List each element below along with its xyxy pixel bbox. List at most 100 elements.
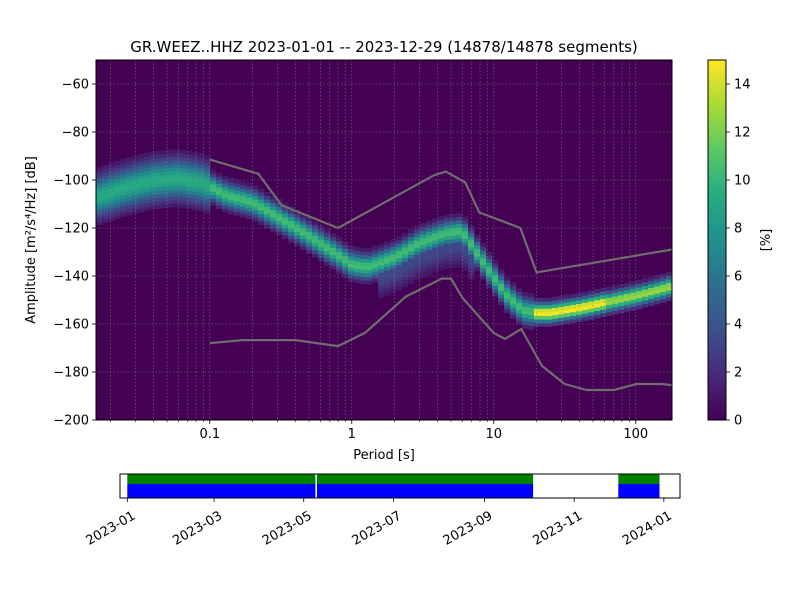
heatmap-cell: [198, 171, 205, 176]
heatmap-cell: [96, 170, 103, 175]
heatmap-cell: [294, 217, 301, 222]
heatmap-cell: [570, 304, 577, 309]
heatmap-cell: [138, 168, 145, 173]
heatmap-cell: [456, 256, 463, 261]
heatmap-cell: [366, 276, 373, 281]
x-axis: 0.1 1 10 100: [110, 420, 648, 442]
heatmap-cell: [396, 261, 403, 266]
heatmap-cell: [480, 275, 487, 280]
heatmap-cell: [138, 154, 145, 159]
heatmap-cell: [288, 238, 295, 243]
heatmap-cell: [168, 185, 175, 190]
heatmap-cell: [108, 173, 115, 178]
heatmap-cell: [156, 172, 163, 177]
heatmap-cell: [462, 252, 469, 257]
heatmap-cell: [120, 166, 127, 171]
heatmap-cell: [492, 263, 499, 268]
heatmap-cell: [180, 156, 187, 161]
heatmap-cell: [408, 268, 415, 273]
heatmap-cell: [642, 289, 649, 294]
heatmap-cell: [114, 193, 121, 198]
heatmap-cell: [528, 318, 535, 323]
heatmap-cell: [390, 271, 397, 276]
heatmap-cell: [330, 240, 337, 245]
heatmap-cell: [564, 312, 571, 317]
heatmap-cell: [636, 294, 643, 299]
heatmap-cell: [192, 184, 199, 189]
colorbar-tick-label: 14: [734, 78, 751, 93]
heatmap-cell: [228, 210, 235, 215]
heatmap-cell: [468, 265, 475, 269]
heatmap-cell: [534, 319, 541, 324]
heatmap-cell: [432, 225, 439, 230]
heatmap-cell: [204, 187, 211, 192]
heatmap-cell: [102, 215, 109, 220]
heatmap-cell: [318, 246, 325, 251]
heatmap-cell: [108, 162, 115, 167]
heatmap-cell: [402, 283, 409, 288]
heatmap-cell: [408, 232, 415, 237]
heatmap-cell: [426, 235, 433, 240]
heatmap-cell: [120, 162, 127, 167]
heatmap-cell: [174, 174, 181, 179]
heatmap-cell: [126, 178, 133, 183]
heatmap-cell: [534, 301, 541, 306]
heatmap-cell: [474, 255, 481, 260]
heatmap-cell: [156, 150, 163, 155]
heatmap-cell: [390, 278, 397, 283]
heatmap-cell: [504, 301, 511, 306]
heatmap-cell: [132, 191, 139, 196]
heatmap-cell: [420, 230, 427, 235]
heatmap-cell: [504, 309, 511, 314]
heatmap-cell: [132, 184, 139, 189]
heatmap-cell: [336, 251, 343, 256]
heatmap-cell: [402, 250, 409, 255]
heatmap-cell: [162, 178, 169, 183]
heatmap-cell: [276, 206, 283, 211]
heatmap-cell: [378, 283, 385, 288]
heatmap-cell: [432, 261, 439, 266]
heatmap-cell: [492, 271, 499, 276]
heatmap-cell: [492, 260, 499, 265]
heatmap-cell: [252, 195, 259, 200]
heatmap-cell: [282, 234, 289, 239]
heatmap-cell: [102, 197, 109, 202]
heatmap-cell: [180, 196, 187, 201]
heatmap-cell: [330, 254, 337, 259]
x-axis-label: Period [s]: [353, 448, 415, 463]
heatmap-cell: [144, 188, 151, 193]
heatmap-cell: [660, 295, 667, 300]
heatmap-cell: [606, 286, 613, 291]
heatmap-cell: [234, 197, 241, 202]
heatmap-cell: [348, 256, 355, 261]
heatmap-cell: [210, 180, 217, 185]
heatmap-cell: [132, 155, 139, 160]
heatmap-cell: [456, 234, 463, 239]
heatmap-cell: [510, 282, 517, 287]
heatmap-cell: [360, 262, 367, 267]
noise-model-curves: [209, 158, 673, 392]
heatmap-cell: [462, 256, 469, 261]
heatmap-cell: [342, 262, 349, 267]
heatmap-cell: [324, 254, 331, 259]
heatmap-cell: [318, 243, 325, 248]
heatmap-cell: [522, 317, 529, 322]
heatmap-cell: [402, 275, 409, 280]
heatmap-cell: [198, 199, 205, 204]
heatmap-cell: [426, 271, 433, 276]
heatmap-cell: [456, 223, 463, 228]
heatmap-cell: [378, 265, 385, 270]
heatmap-cell: [498, 297, 505, 302]
heatmap-cell: [612, 299, 619, 304]
heatmap-cell: [420, 233, 427, 238]
heatmap-cell: [516, 291, 523, 296]
heatmap-cell: [540, 322, 547, 327]
heatmap-cell: [156, 179, 163, 184]
heatmap-cell: [396, 286, 403, 291]
heatmap-cell: [486, 266, 493, 271]
heatmap-cell: [516, 288, 523, 293]
heatmap-cell: [564, 316, 571, 321]
heatmap-cell: [408, 276, 415, 281]
heatmap-cell: [222, 175, 229, 180]
heatmap-cell: [516, 295, 523, 300]
